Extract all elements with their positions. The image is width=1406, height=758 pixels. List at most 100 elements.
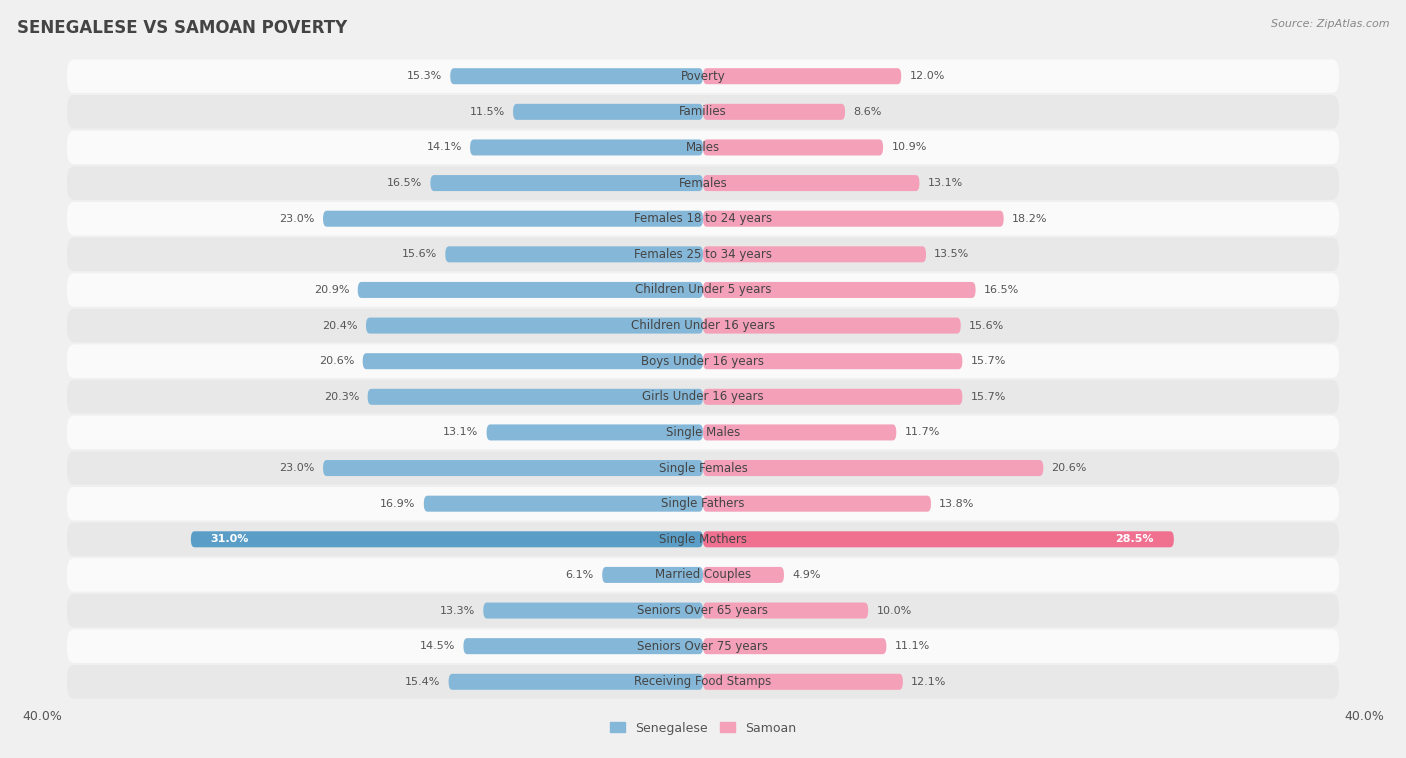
Legend: Senegalese, Samoan: Senegalese, Samoan bbox=[610, 722, 796, 735]
Text: 16.5%: 16.5% bbox=[984, 285, 1019, 295]
Text: Males: Males bbox=[686, 141, 720, 154]
FancyBboxPatch shape bbox=[703, 674, 903, 690]
Text: Source: ZipAtlas.com: Source: ZipAtlas.com bbox=[1271, 19, 1389, 29]
FancyBboxPatch shape bbox=[703, 638, 886, 654]
FancyBboxPatch shape bbox=[703, 318, 960, 334]
FancyBboxPatch shape bbox=[366, 318, 703, 334]
Text: 11.1%: 11.1% bbox=[894, 641, 929, 651]
FancyBboxPatch shape bbox=[67, 202, 1339, 236]
Text: 14.5%: 14.5% bbox=[420, 641, 456, 651]
FancyBboxPatch shape bbox=[449, 674, 703, 690]
FancyBboxPatch shape bbox=[486, 424, 703, 440]
Text: 18.2%: 18.2% bbox=[1012, 214, 1047, 224]
Text: 6.1%: 6.1% bbox=[565, 570, 593, 580]
Text: Children Under 16 years: Children Under 16 years bbox=[631, 319, 775, 332]
FancyBboxPatch shape bbox=[703, 460, 1043, 476]
Text: Single Mothers: Single Mothers bbox=[659, 533, 747, 546]
Text: 10.9%: 10.9% bbox=[891, 143, 927, 152]
FancyBboxPatch shape bbox=[357, 282, 703, 298]
FancyBboxPatch shape bbox=[703, 424, 896, 440]
FancyBboxPatch shape bbox=[67, 380, 1339, 414]
Text: 20.4%: 20.4% bbox=[322, 321, 357, 330]
Text: 13.8%: 13.8% bbox=[939, 499, 974, 509]
FancyBboxPatch shape bbox=[67, 344, 1339, 378]
FancyBboxPatch shape bbox=[430, 175, 703, 191]
Text: 15.6%: 15.6% bbox=[969, 321, 1004, 330]
Text: Females: Females bbox=[679, 177, 727, 190]
Text: 12.0%: 12.0% bbox=[910, 71, 945, 81]
Text: 11.5%: 11.5% bbox=[470, 107, 505, 117]
FancyBboxPatch shape bbox=[67, 95, 1339, 129]
Text: Poverty: Poverty bbox=[681, 70, 725, 83]
FancyBboxPatch shape bbox=[67, 451, 1339, 485]
Text: Seniors Over 65 years: Seniors Over 65 years bbox=[637, 604, 769, 617]
Text: SENEGALESE VS SAMOAN POVERTY: SENEGALESE VS SAMOAN POVERTY bbox=[17, 19, 347, 37]
FancyBboxPatch shape bbox=[67, 629, 1339, 663]
Text: Married Couples: Married Couples bbox=[655, 568, 751, 581]
FancyBboxPatch shape bbox=[703, 211, 1004, 227]
Text: 20.9%: 20.9% bbox=[314, 285, 350, 295]
Text: 15.6%: 15.6% bbox=[402, 249, 437, 259]
Text: 15.4%: 15.4% bbox=[405, 677, 440, 687]
FancyBboxPatch shape bbox=[513, 104, 703, 120]
FancyBboxPatch shape bbox=[446, 246, 703, 262]
FancyBboxPatch shape bbox=[484, 603, 703, 619]
Text: Families: Families bbox=[679, 105, 727, 118]
Text: 13.1%: 13.1% bbox=[928, 178, 963, 188]
FancyBboxPatch shape bbox=[67, 665, 1339, 699]
FancyBboxPatch shape bbox=[703, 68, 901, 84]
FancyBboxPatch shape bbox=[423, 496, 703, 512]
FancyBboxPatch shape bbox=[191, 531, 703, 547]
FancyBboxPatch shape bbox=[450, 68, 703, 84]
FancyBboxPatch shape bbox=[703, 567, 785, 583]
FancyBboxPatch shape bbox=[703, 603, 868, 619]
Text: 16.5%: 16.5% bbox=[387, 178, 422, 188]
FancyBboxPatch shape bbox=[67, 273, 1339, 307]
FancyBboxPatch shape bbox=[703, 531, 1174, 547]
Text: Females 18 to 24 years: Females 18 to 24 years bbox=[634, 212, 772, 225]
Text: 16.9%: 16.9% bbox=[380, 499, 416, 509]
FancyBboxPatch shape bbox=[703, 353, 962, 369]
FancyBboxPatch shape bbox=[363, 353, 703, 369]
FancyBboxPatch shape bbox=[323, 460, 703, 476]
FancyBboxPatch shape bbox=[67, 237, 1339, 271]
Text: 20.6%: 20.6% bbox=[1052, 463, 1087, 473]
Text: Single Males: Single Males bbox=[666, 426, 740, 439]
Text: 4.9%: 4.9% bbox=[792, 570, 821, 580]
Text: 28.5%: 28.5% bbox=[1115, 534, 1154, 544]
Text: 13.5%: 13.5% bbox=[934, 249, 970, 259]
Text: Females 25 to 34 years: Females 25 to 34 years bbox=[634, 248, 772, 261]
Text: 10.0%: 10.0% bbox=[876, 606, 911, 615]
Text: 11.7%: 11.7% bbox=[904, 428, 941, 437]
Text: Girls Under 16 years: Girls Under 16 years bbox=[643, 390, 763, 403]
Text: 23.0%: 23.0% bbox=[280, 214, 315, 224]
FancyBboxPatch shape bbox=[470, 139, 703, 155]
FancyBboxPatch shape bbox=[67, 415, 1339, 449]
FancyBboxPatch shape bbox=[67, 487, 1339, 521]
Text: Seniors Over 75 years: Seniors Over 75 years bbox=[637, 640, 769, 653]
FancyBboxPatch shape bbox=[323, 211, 703, 227]
FancyBboxPatch shape bbox=[703, 282, 976, 298]
Text: 23.0%: 23.0% bbox=[280, 463, 315, 473]
Text: Boys Under 16 years: Boys Under 16 years bbox=[641, 355, 765, 368]
Text: 20.3%: 20.3% bbox=[323, 392, 360, 402]
Text: 15.7%: 15.7% bbox=[970, 392, 1007, 402]
FancyBboxPatch shape bbox=[703, 104, 845, 120]
FancyBboxPatch shape bbox=[703, 496, 931, 512]
FancyBboxPatch shape bbox=[464, 638, 703, 654]
Text: 8.6%: 8.6% bbox=[853, 107, 882, 117]
FancyBboxPatch shape bbox=[67, 59, 1339, 93]
FancyBboxPatch shape bbox=[602, 567, 703, 583]
Text: 14.1%: 14.1% bbox=[426, 143, 461, 152]
Text: Receiving Food Stamps: Receiving Food Stamps bbox=[634, 675, 772, 688]
FancyBboxPatch shape bbox=[367, 389, 703, 405]
Text: 12.1%: 12.1% bbox=[911, 677, 946, 687]
Text: 20.6%: 20.6% bbox=[319, 356, 354, 366]
FancyBboxPatch shape bbox=[67, 522, 1339, 556]
FancyBboxPatch shape bbox=[703, 389, 962, 405]
Text: 15.3%: 15.3% bbox=[406, 71, 441, 81]
Text: 15.7%: 15.7% bbox=[970, 356, 1007, 366]
Text: Children Under 5 years: Children Under 5 years bbox=[634, 283, 772, 296]
FancyBboxPatch shape bbox=[67, 130, 1339, 164]
Text: 31.0%: 31.0% bbox=[211, 534, 249, 544]
